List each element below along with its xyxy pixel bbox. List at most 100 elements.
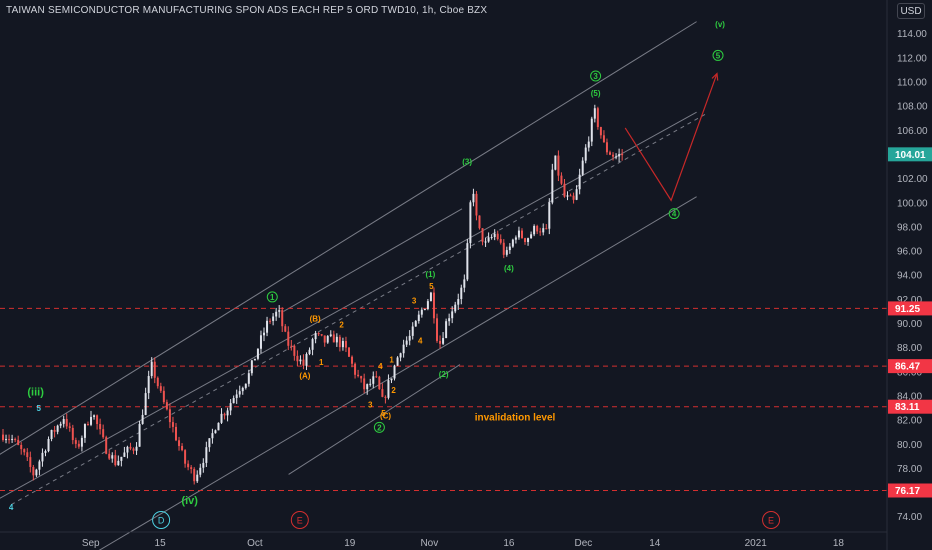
- candle: [387, 374, 390, 400]
- candle: [399, 352, 402, 362]
- candle: [393, 364, 396, 381]
- candle: [618, 148, 621, 163]
- candle: [384, 395, 387, 404]
- wave-label-text: (v): [715, 20, 725, 29]
- event-marker[interactable]: D: [152, 511, 171, 529]
- currency-button[interactable]: USD: [897, 3, 925, 19]
- x-tick-label: Sep: [82, 538, 100, 549]
- candle: [457, 293, 460, 310]
- candle: [86, 421, 89, 426]
- candle: [2, 429, 4, 442]
- wave-label[interactable]: 1: [266, 291, 278, 303]
- wave-label[interactable]: 3: [368, 400, 373, 409]
- wave-label[interactable]: (A): [299, 371, 310, 380]
- wave-label[interactable]: 1: [319, 358, 324, 367]
- candle: [524, 237, 527, 245]
- candle: [53, 425, 56, 438]
- wave-label[interactable]: 3: [590, 70, 602, 82]
- candle: [308, 347, 311, 356]
- trend-line[interactable]: [0, 21, 697, 459]
- wave-label[interactable]: 5: [429, 282, 434, 291]
- wave-label[interactable]: (iv): [181, 495, 198, 507]
- wave-label[interactable]: (3): [462, 158, 472, 167]
- candle: [375, 371, 378, 378]
- candle: [381, 383, 384, 398]
- candle: [272, 313, 275, 326]
- candle: [226, 407, 229, 422]
- candle: [111, 452, 114, 463]
- candle: [527, 237, 530, 246]
- candle: [344, 336, 347, 353]
- candle: [117, 455, 120, 466]
- event-marker[interactable]: E: [762, 511, 781, 529]
- wave-label[interactable]: 2: [373, 421, 385, 433]
- candle: [126, 445, 129, 459]
- wave-label[interactable]: 5: [36, 404, 41, 413]
- wave-label[interactable]: (2): [439, 370, 449, 379]
- y-tick-label: 88.00: [897, 343, 922, 354]
- projection-path[interactable]: [624, 73, 718, 202]
- wave-label[interactable]: 2: [391, 386, 396, 395]
- candle: [244, 383, 247, 390]
- wave-label-text: 5: [381, 409, 386, 418]
- candle: [305, 352, 308, 370]
- wave-label[interactable]: 4: [9, 503, 14, 512]
- wave-label[interactable]: (1): [425, 270, 435, 279]
- candle: [253, 358, 256, 361]
- wave-label[interactable]: 4: [378, 362, 383, 371]
- candle: [551, 163, 554, 205]
- candle: [341, 337, 344, 351]
- candle: [74, 437, 77, 449]
- x-tick-label: 19: [344, 538, 356, 549]
- wave-label[interactable]: invalidation level: [475, 413, 556, 424]
- wave-label[interactable]: 5: [381, 409, 386, 418]
- candle: [596, 106, 599, 130]
- candle: [545, 224, 548, 230]
- event-marker[interactable]: E: [290, 511, 309, 529]
- wave-label[interactable]: (4): [504, 264, 514, 273]
- median-line[interactable]: [10, 112, 708, 506]
- candle: [460, 284, 463, 305]
- candle: [62, 415, 65, 428]
- candle: [436, 313, 439, 343]
- candle: [132, 447, 135, 455]
- candle: [299, 355, 302, 365]
- candle: [120, 456, 123, 467]
- wave-label[interactable]: 5: [712, 49, 724, 61]
- candle: [256, 348, 259, 361]
- y-tick-label: 90.00: [897, 319, 922, 330]
- candle: [17, 435, 20, 446]
- wave-label[interactable]: (B): [310, 315, 321, 324]
- wave-label[interactable]: 3: [412, 297, 417, 306]
- candle: [602, 130, 605, 143]
- candle: [220, 408, 223, 424]
- wave-label[interactable]: (C): [380, 411, 391, 420]
- candle: [417, 310, 420, 324]
- wave-label[interactable]: 1: [389, 356, 394, 365]
- candle: [165, 399, 168, 411]
- candle: [496, 230, 499, 241]
- candle: [411, 322, 414, 340]
- candle: [223, 412, 226, 420]
- candle: [578, 168, 581, 195]
- wave-label[interactable]: (v): [715, 20, 725, 29]
- candle: [184, 449, 187, 468]
- candle: [32, 464, 35, 481]
- candle: [150, 357, 153, 379]
- trend-line[interactable]: [95, 196, 697, 550]
- wave-label[interactable]: 4: [668, 208, 680, 220]
- wave-label[interactable]: 4: [418, 336, 423, 345]
- candle: [338, 334, 341, 352]
- candle: [193, 467, 196, 485]
- wave-label[interactable]: (iii): [27, 386, 44, 398]
- wave-label[interactable]: (5): [591, 89, 601, 98]
- wave-label-text: 1: [389, 356, 394, 365]
- candle: [481, 228, 484, 246]
- trend-line[interactable]: [283, 208, 463, 312]
- wave-label[interactable]: 2: [339, 321, 344, 330]
- wave-label-text: (3): [462, 158, 472, 167]
- trend-line[interactable]: [288, 364, 461, 475]
- wave-label-text: 1: [319, 358, 324, 367]
- candle: [68, 422, 71, 432]
